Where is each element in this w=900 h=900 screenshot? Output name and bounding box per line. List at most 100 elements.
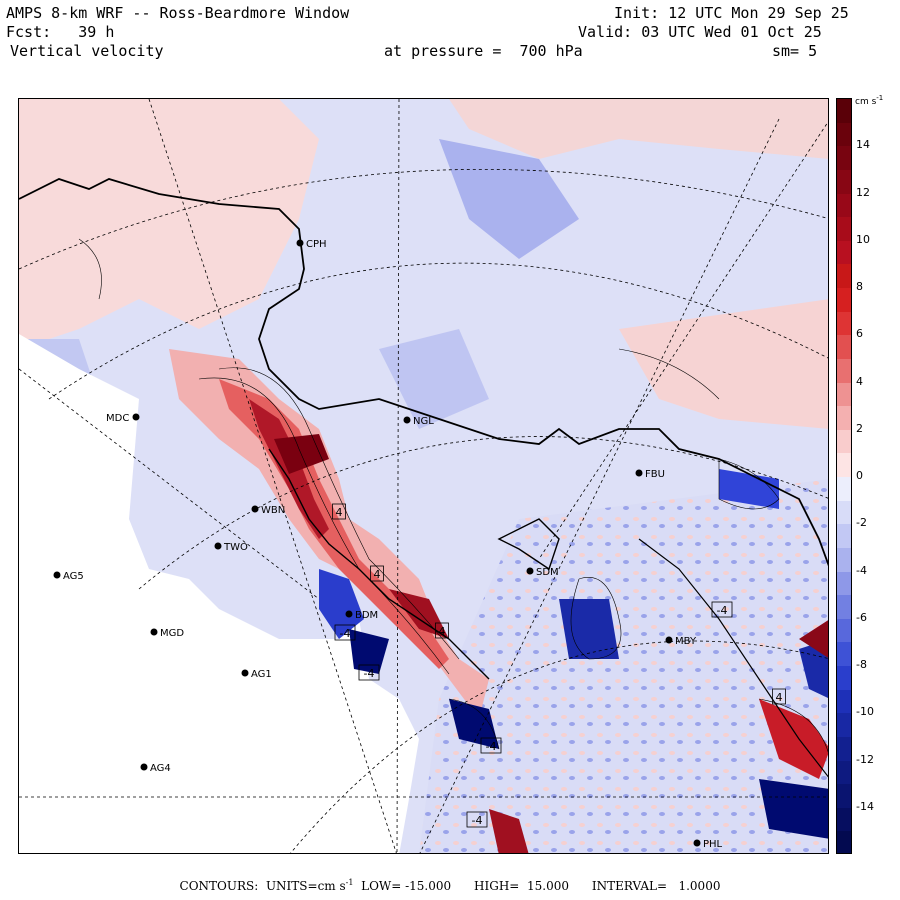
station-marker-ngl[interactable] — [403, 416, 411, 424]
colorbar-segment — [837, 477, 851, 502]
subsidence-core — [759, 779, 828, 839]
station-marker-fbu[interactable] — [635, 469, 643, 477]
station-marker-two[interactable] — [214, 542, 222, 550]
station-marker-mby[interactable] — [665, 636, 673, 644]
colorbar-segment — [837, 595, 851, 620]
station-marker-sdm[interactable] — [526, 567, 534, 575]
colorbar-segment — [837, 760, 851, 785]
colorbar-tick-label: -4 — [856, 563, 867, 577]
subsidence-core — [449, 699, 499, 749]
contour-label: 4 — [336, 506, 343, 519]
station-marker-wbn[interactable] — [251, 505, 259, 513]
station-label-bdm: BDM — [355, 610, 378, 621]
contour-label-box — [370, 565, 384, 582]
colorbar-segment — [837, 335, 851, 360]
station-label-sdm: SDM — [536, 567, 559, 578]
contour-label-box — [332, 503, 346, 520]
contour-label: 4 — [439, 625, 446, 638]
station-marker-ag1[interactable] — [241, 669, 249, 677]
station-label-ag4: AG4 — [150, 763, 171, 774]
colorbar-tick-label: 4 — [856, 374, 863, 388]
contour-label-box — [480, 737, 502, 754]
colorbar-segment — [837, 264, 851, 289]
colorbar — [836, 98, 852, 854]
colorbar-tick-label: -12 — [856, 752, 874, 766]
colorbar-tick-label: -6 — [856, 610, 867, 624]
field-name: Vertical velocity — [10, 42, 164, 60]
uplift-maximum — [389, 589, 449, 639]
contour-label-box — [435, 622, 449, 639]
contour-label-box — [358, 664, 380, 681]
coastline — [19, 178, 828, 567]
forecast-hour: Fcst: 39 h — [6, 23, 114, 41]
station-label-ag1: AG1 — [251, 669, 272, 680]
uplift-core — [759, 699, 828, 779]
colorbar-tick-label: 0 — [856, 469, 863, 482]
mixed-wave-area — [419, 479, 828, 853]
contour-label: -4 — [472, 814, 483, 827]
weak-uplift-area — [619, 299, 828, 429]
contour-info: CONTOURS: UNITS=cm s-1 LOW= -15.000 HIGH… — [0, 878, 900, 893]
station-marker-cph[interactable] — [296, 239, 304, 247]
colorbar-segment — [837, 524, 851, 549]
colorbar-segment — [837, 618, 851, 643]
colorbar-tick-label: -14 — [856, 799, 874, 813]
weak-uplift-area — [449, 99, 828, 159]
island-outline — [497, 518, 560, 571]
uplift-core — [799, 620, 828, 658]
colorbar-segment — [837, 99, 851, 124]
weak-subsidence-area — [379, 329, 489, 429]
colorbar-segment — [837, 429, 851, 454]
contours-label: CONTOURS: — [179, 879, 259, 893]
colorbar-segment — [837, 784, 851, 809]
station-marker-ag5[interactable] — [53, 571, 61, 579]
station-marker-ag4[interactable] — [140, 763, 148, 771]
weak-uplift-area — [19, 99, 319, 349]
station-label-ag5: AG5 — [63, 571, 84, 582]
colorbar-segment — [837, 831, 851, 853]
colorbar-segment — [837, 288, 851, 313]
station-label-mgd: MGD — [160, 628, 184, 639]
station-marker-phl[interactable] — [693, 839, 701, 847]
colorbar-segment — [837, 713, 851, 738]
map-panel[interactable]: 4 4 4 -4 -4 -4 -4 4 -4 CPH MDC NGL FBU WBN TWO AG5 SDM M… — [18, 98, 829, 854]
station-label-ngl: NGL — [413, 416, 434, 427]
contour-label: 4 — [776, 691, 783, 704]
masked-region — [19, 334, 419, 853]
colorbar-segment — [837, 311, 851, 336]
contour-label-box — [334, 624, 356, 641]
contour-label: -4 — [364, 667, 375, 680]
station-group[interactable]: CPH MDC NGL FBU WBN TWO AG5 SDM MGD BDM AG1 MBY AG4 P… — [53, 239, 723, 850]
station-marker-mgd[interactable] — [150, 628, 158, 636]
valid-time: Valid: 03 UTC Wed 01 Oct 25 — [578, 23, 822, 41]
colorbar-tick-label: 6 — [856, 327, 863, 341]
subsidence-core — [319, 569, 364, 639]
station-label-mby: MBY — [675, 636, 697, 647]
colorbar-segment — [837, 358, 851, 383]
colorbar-segment — [837, 571, 851, 596]
colorbar-segment — [837, 382, 851, 407]
colorbar-segment — [837, 807, 851, 832]
station-label-cph: CPH — [306, 239, 327, 250]
colorbar-segment — [837, 169, 851, 194]
subsidence-core — [349, 629, 389, 674]
colorbar-segment — [837, 217, 851, 242]
station-label-fbu: FBU — [645, 469, 665, 480]
colorbar-segment — [837, 146, 851, 171]
colorbar-tick-label: 10 — [856, 232, 870, 246]
subsidence-core — [559, 599, 619, 659]
contour-label: -4 — [486, 740, 497, 753]
units-superscript: -1 — [345, 878, 354, 887]
colorbar-tick-label: -10 — [856, 705, 874, 719]
colorbar-units-text: cm s — [855, 97, 877, 107]
station-label-wbn: WBN — [261, 505, 285, 516]
station-marker-bdm[interactable] — [345, 610, 353, 618]
colorbar-units-superscript: -1 — [876, 94, 884, 102]
contour-label-box — [772, 688, 786, 705]
colorbar-tick-label: 14 — [856, 138, 870, 152]
contour-label: 4 — [374, 568, 381, 581]
colorbar-tick-label: -8 — [856, 658, 867, 671]
colorbar-tick-label: 8 — [856, 280, 863, 293]
station-marker-mdc[interactable] — [132, 413, 140, 421]
colorbar-segment — [837, 642, 851, 667]
